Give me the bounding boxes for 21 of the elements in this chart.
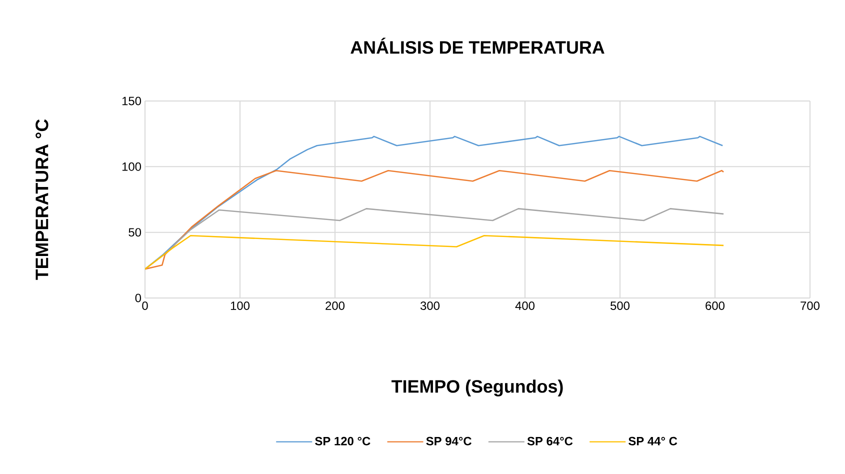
legend-label: SP 94°C (426, 436, 472, 446)
line-series (145, 170, 724, 270)
x-tick-label: 0 (142, 302, 148, 310)
y-tick-label: 0 (135, 294, 142, 302)
x-tick-label: 500 (610, 302, 630, 310)
x-tick-label: 700 (800, 302, 820, 310)
y-tick-label: 100 (122, 162, 142, 171)
y-tick-label: 150 (122, 96, 142, 106)
x-tick-label: 600 (706, 302, 725, 310)
x-tick-label: 400 (515, 302, 535, 310)
x-tick-label: 300 (420, 302, 440, 310)
y-axis-title: TEMPERATURA °C (36, 119, 48, 280)
x-tick-label: 100 (230, 302, 250, 310)
legend-label: SP 44° C (628, 436, 678, 446)
legend-label: SP 64°C (527, 436, 573, 446)
x-axis-title: TIEMPO (Segundos) (392, 380, 563, 396)
legend-label: SP 120 °C (315, 436, 370, 446)
x-tick-label: 200 (326, 302, 345, 310)
line-series (145, 234, 724, 270)
y-tick-label: 50 (128, 228, 142, 237)
chart-title: ANÁLISIS DE TEMPERATURA (350, 38, 604, 54)
